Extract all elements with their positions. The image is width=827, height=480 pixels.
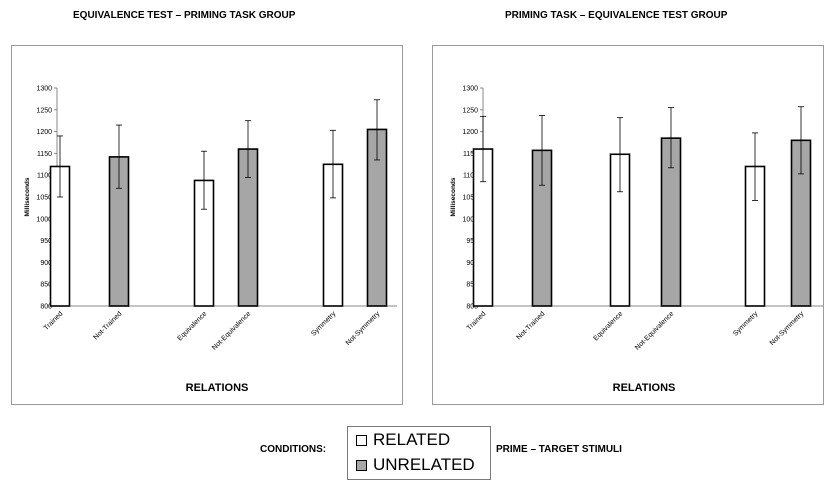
y-tick-label: 1300 xyxy=(36,86,52,93)
x-tick-label: Equivalence xyxy=(592,310,624,342)
y-tick-label: 1050 xyxy=(36,195,52,202)
chart-title-right: PRIMING TASK – EQUIVALENCE TEST GROUP xyxy=(505,10,728,21)
y-tick-label: 800 xyxy=(466,304,478,311)
legend-swatch-unrelated xyxy=(356,459,367,471)
y-tick-label: 1050 xyxy=(462,195,478,202)
y-tick-label: 950 xyxy=(40,238,52,245)
x-tick-label: Equivalence xyxy=(176,310,208,342)
y-tick-label: 850 xyxy=(466,282,478,289)
y-tick-label: 1100 xyxy=(463,173,478,180)
x-tick-label: Not-Trained xyxy=(93,310,124,341)
y-tick-label: 1250 xyxy=(36,107,52,114)
x-axis-label: RELATIONS xyxy=(186,382,249,394)
x-tick-label: Not-Symmetry xyxy=(345,310,382,347)
y-tick-label: 1250 xyxy=(462,107,478,114)
x-tick-label: Symmetry xyxy=(310,310,338,338)
bar-chart-left: 800 850 900 950 1000 1050 1100 1150 1200 1250 1300… xyxy=(24,86,397,394)
legend-entry-related: RELATED xyxy=(356,430,450,450)
y-tick-label: 1200 xyxy=(36,129,52,136)
y-tick-label: 1200 xyxy=(462,129,478,136)
y-tick-label: 1300 xyxy=(462,86,478,93)
conditions-label: CONDITIONS: xyxy=(260,444,327,455)
y-axis-label: Milliseconds xyxy=(450,177,457,216)
y-tick-label: 1100 xyxy=(37,173,52,180)
stimuli-label: PRIME – TARGET STIMULI xyxy=(496,444,622,455)
x-tick-label: Trained xyxy=(43,310,65,332)
y-tick-label: 950 xyxy=(466,238,478,245)
x-tick-label: Not-Equivalence xyxy=(211,310,252,351)
bar-chart-right: 800 850 900 950 1000 1050 1100 1150 1200 1250 1300… xyxy=(450,86,823,394)
y-tick-label: 1000 xyxy=(462,216,478,223)
legend-label-unrelated: UNRELATED xyxy=(373,455,475,474)
legend-entry-unrelated: UNRELATED xyxy=(356,455,475,475)
y-axis-label: Milliseconds xyxy=(24,177,31,216)
legend-swatch-related xyxy=(356,434,367,446)
chart-panel-left: 800 850 900 950 1000 1050 1100 1150 1200 1250 1300… xyxy=(11,45,403,405)
legend: RELATED UNRELATED xyxy=(347,426,491,480)
x-axis-label: RELATIONS xyxy=(613,382,676,394)
x-tick-label: Not-Trained xyxy=(516,310,547,341)
y-tick-label: 900 xyxy=(40,260,52,267)
x-tick-label: Symmetry xyxy=(732,310,760,338)
x-tick-label: Trained xyxy=(466,310,488,332)
chart-panel-right: 800 850 900 950 1000 1050 1100 1150 1200 1250 1300… xyxy=(432,45,824,405)
y-tick-label: 850 xyxy=(40,282,52,289)
y-tick-label: 1000 xyxy=(36,216,52,223)
y-tick-label: 900 xyxy=(466,260,478,267)
chart-title-left: EQUIVALENCE TEST – PRIMING TASK GROUP xyxy=(73,10,296,21)
y-tick-label: 800 xyxy=(40,304,52,311)
y-tick-label: 1150 xyxy=(37,151,52,158)
legend-label-related: RELATED xyxy=(373,430,451,449)
x-tick-label: Not-Equivalence xyxy=(634,310,675,351)
y-tick-label: 1150 xyxy=(463,151,478,158)
x-tick-label: Not-Symmetry xyxy=(769,310,806,347)
